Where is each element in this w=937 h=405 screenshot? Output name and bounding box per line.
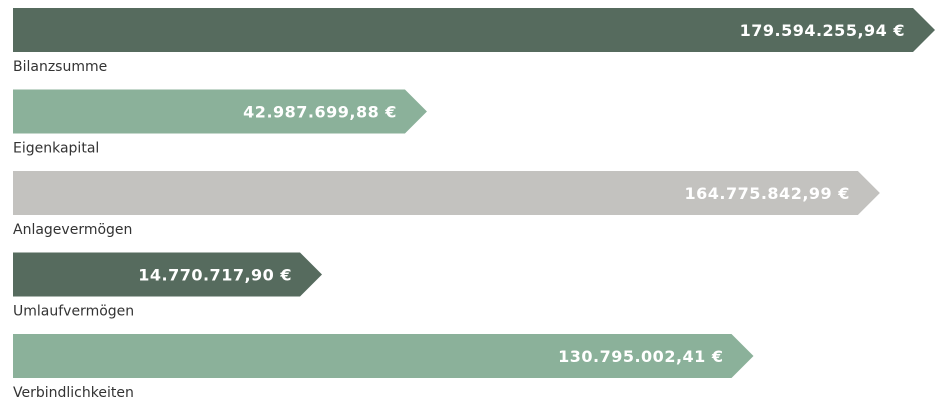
bar [13,89,427,134]
category-label: Verbindlichkeiten [13,385,134,401]
value-label: 164.775.842,99 € [684,184,849,203]
value-label: 14.770.717,90 € [138,266,292,285]
value-label: 179.594.255,94 € [740,21,905,40]
category-label: Eigenkapital [13,141,99,157]
value-label: 42.987.699,88 € [243,103,397,122]
bar [13,8,935,52]
category-label: Anlagevermögen [13,222,132,238]
value-label: 130.795.002,41 € [558,347,723,366]
category-label: Umlaufvermögen [13,304,134,320]
bar [13,334,754,378]
bar [13,252,322,297]
bar [13,171,880,215]
category-label: Bilanzsumme [13,59,107,75]
